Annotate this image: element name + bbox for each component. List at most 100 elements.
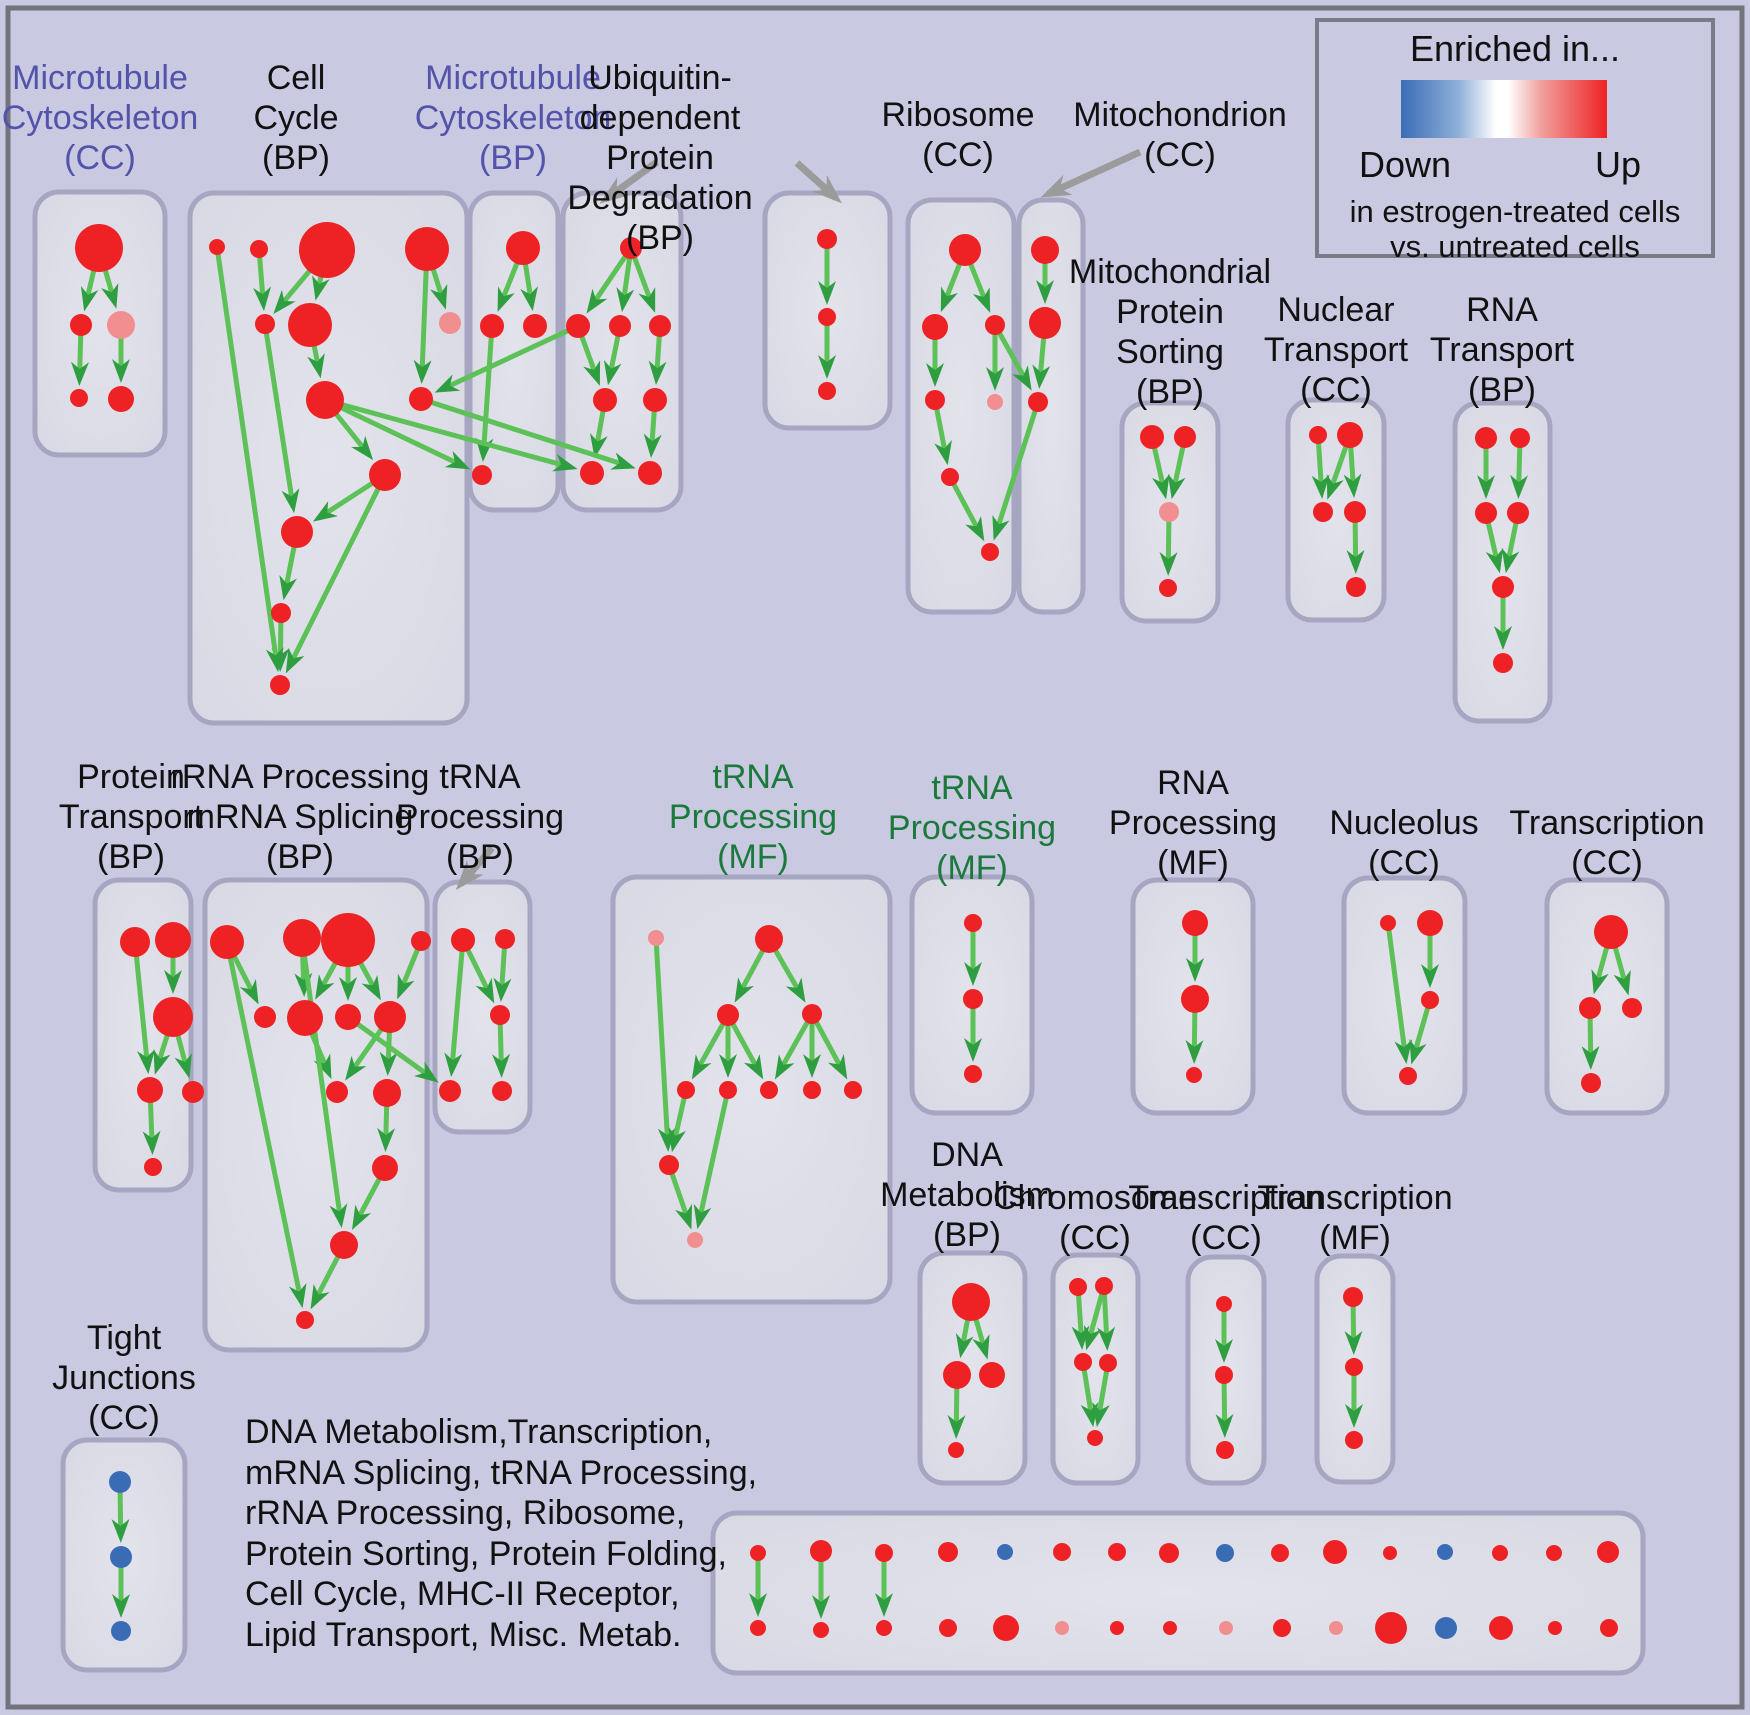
misc-cluster-node-9 — [1271, 1544, 1289, 1562]
misc-cluster-node-2 — [875, 1544, 893, 1562]
rrna-processing-mrna-splicing-bp-edge — [299, 937, 348, 1229]
ribosome-cc-node-2 — [985, 315, 1005, 335]
ubiquitin-dependent-protein-degradation-bp-node-2 — [609, 315, 631, 337]
mitochondrial-protein-sorting-bp-node-3 — [1159, 579, 1177, 597]
rrna-processing-mrna-splicing-bp-node-10 — [372, 1155, 398, 1181]
transcription-mf-node-0 — [1343, 1287, 1363, 1307]
rrna-processing-mrna-splicing-bp-node-4 — [254, 1006, 276, 1028]
transcription-cc-upper-box — [1544, 877, 1670, 1116]
misc-cluster-node-16 — [750, 1620, 766, 1636]
cell-cycle-bp-edge — [262, 323, 300, 514]
ribosome-cc-node-1 — [922, 314, 948, 340]
misc-cluster-node-18 — [876, 1620, 892, 1636]
rna-transport-bp-box — [1452, 400, 1553, 724]
rna-transport-bp-node-1 — [1510, 428, 1530, 448]
transcription-cc-lower-edge — [1215, 1374, 1234, 1439]
legend-title: Enriched in... — [1409, 28, 1621, 69]
rrna-processing-mrna-splicing-bp-node-1 — [283, 919, 321, 957]
protein-transport-bp-node-1 — [155, 922, 191, 958]
cell-cycle-bp-node-12 — [270, 675, 290, 695]
trna-processing-mf-large-node-3 — [802, 1004, 822, 1024]
cell-cycle-bp-node-0 — [209, 239, 225, 255]
trna-processing-mf-large-node-2 — [717, 1004, 739, 1026]
transcription-cc-upper-node-1 — [1579, 997, 1601, 1019]
trna-processing-mf-large-node-9 — [659, 1155, 679, 1175]
rrna-processing-mrna-splicing-bp-node-6 — [335, 1004, 361, 1030]
protein-transport-bp-edge — [132, 941, 155, 1075]
protein-transport-bp-node-4 — [182, 1081, 204, 1103]
misc-cluster-node-4 — [997, 1544, 1013, 1560]
nuclear-transport-cc-node-1 — [1337, 422, 1363, 448]
microtubule-cytoskeleton-cc-node-0 — [75, 224, 123, 272]
protein-transport-bp-node-5 — [144, 1158, 162, 1176]
rrna-processing-mrna-splicing-bp-node-5 — [287, 1000, 323, 1036]
trna-processing-mf-large-node-0 — [648, 930, 664, 946]
nucleolus-cc-node-2 — [1421, 991, 1439, 1009]
trna-processing-mf-small-node-2 — [964, 1065, 982, 1083]
rna-processing-mf-node-2 — [1186, 1067, 1202, 1083]
protein-transport-bp-node-0 — [120, 927, 150, 957]
ribosome-cc-node-5 — [941, 468, 959, 486]
trna-processing-bp-node-0 — [451, 928, 475, 952]
trna-processing-mf-large-edge — [668, 1089, 689, 1153]
trna-processing-mf-large-node-5 — [719, 1081, 737, 1099]
misc-cluster-box — [710, 1510, 1646, 1676]
cell-cycle-bp-node-8 — [409, 387, 433, 411]
trna-processing-mf-large-edge — [693, 1089, 731, 1230]
misc-cluster-node-24 — [1219, 1621, 1233, 1635]
cross-edge — [323, 397, 471, 470]
label-pointer-arrow — [455, 845, 495, 891]
chromosome-cc-node-0 — [1069, 1278, 1087, 1296]
annotation-line: DNA Metabolism,Transcription, — [245, 1413, 713, 1451]
cell-cycle-bp-node-1 — [250, 240, 268, 258]
tight-junctions-cc-node-1 — [110, 1546, 132, 1568]
trna-processing-mf-large-edge — [653, 937, 676, 1153]
rna-transport-bp-node-5 — [1493, 653, 1513, 673]
legend-box: Enriched in... Down Up in estrogen-treat… — [1315, 18, 1715, 264]
trna-processing-mf-large-node-1 — [755, 925, 783, 953]
chromosome-cc-node-1 — [1095, 1277, 1113, 1295]
cell-cycle-bp-edge — [253, 248, 272, 312]
nucleolus-cc-node-3 — [1399, 1067, 1417, 1085]
cell-cycle-bp-node-6 — [439, 312, 461, 334]
legend-subtitle-line2: vs. untreated cells — [1390, 229, 1640, 264]
rna-transport-bp-node-0 — [1475, 427, 1497, 449]
annotation-line: Protein Sorting, Protein Folding, — [245, 1534, 727, 1573]
chromosome-cc-edge — [1080, 1361, 1099, 1428]
microtubule-cytoskeleton-bp-node-1 — [480, 314, 504, 338]
ubiquitin-dependent-protein-degradation-bp-node-7 — [638, 461, 662, 485]
rrna-processing-mrna-splicing-bp-node-3 — [411, 931, 431, 951]
nuclear-transport-cc-node-2 — [1313, 502, 1333, 522]
transcription-mf-node-2 — [1345, 1431, 1363, 1449]
trna-processing-bp-edge — [444, 939, 466, 1078]
dna-metabolism-bp-node-3 — [948, 1442, 964, 1458]
nuclear-transport-cc-box — [1285, 397, 1387, 623]
nuclear-transport-cc-node-0 — [1309, 426, 1327, 444]
misc-cluster-node-21 — [1055, 1621, 1069, 1635]
chromosome-cc-box — [1050, 1252, 1141, 1486]
label-pointer-arrow — [599, 159, 660, 204]
misc-cluster-node-28 — [1435, 1617, 1457, 1639]
tight-junctions-cc-node-0 — [109, 1471, 131, 1493]
ubiquitin-dependent-protein-degradation-bp-edge — [586, 246, 634, 314]
mitochondrion-cc-box — [1016, 197, 1086, 615]
misc-cluster-node-31 — [1600, 1619, 1618, 1637]
misc-cluster-node-8 — [1216, 1544, 1234, 1562]
mitochondrial-protein-sorting-bp-node-1 — [1174, 426, 1196, 448]
microtubule-cytoskeleton-cc-node-4 — [108, 386, 134, 412]
nucleolus-cc-node-1 — [1417, 910, 1443, 936]
figure-frame — [5, 5, 1745, 1710]
transcription-cc-lower-node-2 — [1216, 1441, 1234, 1459]
ubiquitin-dependent-protein-degradation-bp-node-10 — [818, 382, 836, 400]
misc-cluster-node-30 — [1548, 1621, 1562, 1635]
rna-processing-mf-node-1 — [1181, 985, 1209, 1013]
mitochondrial-protein-sorting-bp-node-0 — [1140, 425, 1164, 449]
trna-processing-mf-large-node-8 — [844, 1081, 862, 1099]
cross-edge — [346, 1014, 439, 1083]
ribosome-cc-node-0 — [949, 234, 981, 266]
trna-processing-mf-large-edge — [774, 1012, 815, 1080]
microtubule-cytoskeleton-cc-node-1 — [70, 314, 92, 336]
legend-gradient-bar — [1401, 80, 1607, 138]
nucleolus-cc-box — [1341, 875, 1468, 1116]
rna-transport-bp-node-4 — [1492, 576, 1514, 598]
